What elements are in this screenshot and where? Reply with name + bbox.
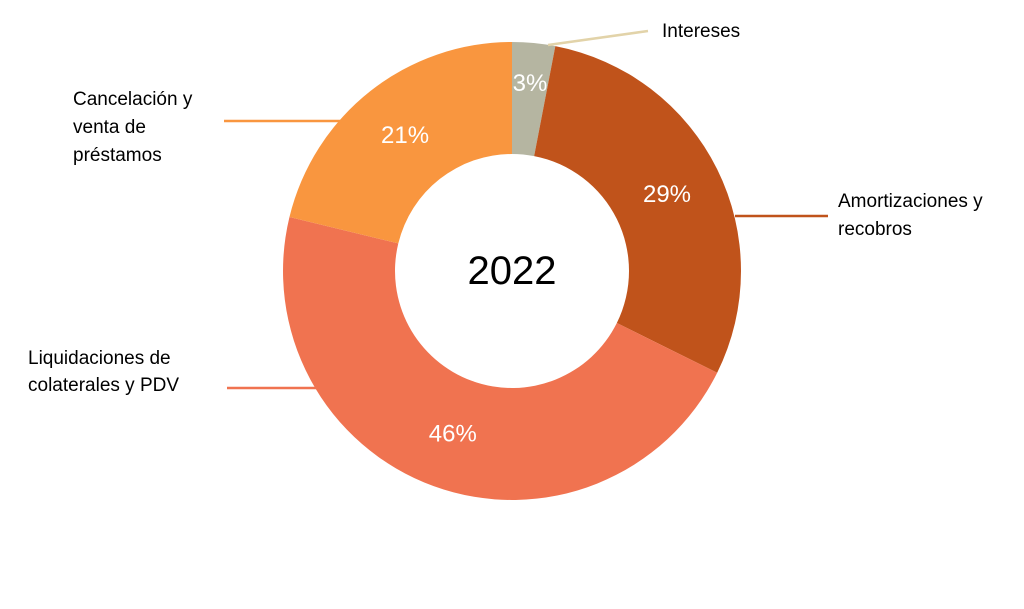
slice-cancelacion-y-venta-de-prestamos [289,42,512,244]
leader-lines [224,29,828,390]
slice-percent-amortizaciones-y-recobros: 29% [643,181,691,208]
slice-amortizaciones-y-recobros [534,46,741,373]
category-label-amortizaciones-y-recobros: Amortizaciones y recobros [838,191,983,240]
slice-percent-intereses: 3% [513,70,548,97]
center-year-label: 2022 [468,249,557,293]
slice-percent-liquidaciones-de-colaterales-y-pdv: 46% [429,421,477,448]
slice-intereses [512,42,556,157]
slice-liquidaciones-de-colaterales-y-pdv [283,217,718,500]
slice-percent-labels: 3% 29% 46% 21% [381,70,691,448]
leader-line-intereses [547,29,649,47]
category-label-intereses: Intereses [662,21,740,42]
category-labels: Intereses Amortizaciones y recobros Liquida… [28,21,983,396]
category-label-cancelacion-y-venta-de-prestamos: Cancelación y venta de préstamos [73,89,193,166]
slice-percent-cancelacion-y-venta-de-prestamos: 21% [381,122,429,149]
category-label-liquidaciones-de-colaterales-y-pdv: Liquidaciones de colaterales y PDV [28,348,179,396]
donut-slices [283,42,741,500]
